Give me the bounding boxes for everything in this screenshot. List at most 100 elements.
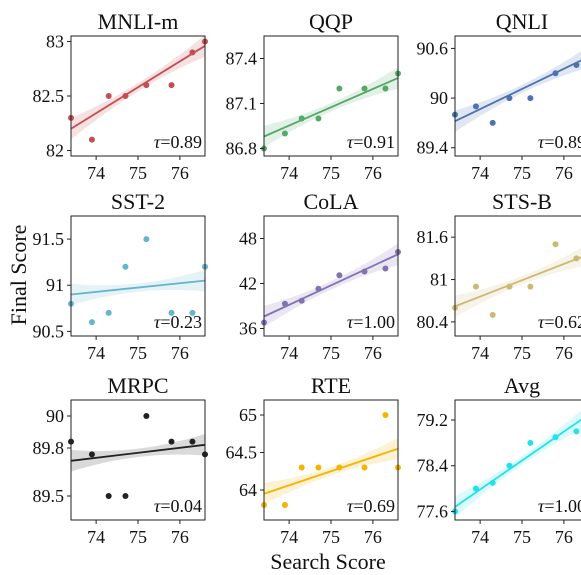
tau-symbol: τ — [538, 312, 545, 332]
data-point — [506, 283, 513, 290]
data-point — [506, 95, 513, 102]
y-tick-label: 90.6 — [417, 38, 449, 58]
y-tick-label: 64.5 — [226, 443, 258, 463]
y-tick-label: 80.4 — [417, 312, 449, 332]
regression-line — [70, 279, 206, 296]
x-tick-label: 74 — [280, 163, 298, 183]
panel-title: SST-2 — [111, 189, 165, 214]
panel-cola: CoLA 36 42 48 74 75 76 τ=1.00 — [239, 189, 401, 363]
x-tick-label: 75 — [129, 343, 147, 363]
data-point — [105, 93, 112, 99]
x-tick-label: 74 — [280, 343, 298, 363]
panel-title: STS-B — [492, 189, 552, 214]
data-point — [122, 93, 129, 99]
data-point — [472, 283, 479, 290]
y-axis-label: Final Score — [6, 225, 31, 326]
tau-annotation: τ=0.04 — [154, 496, 202, 516]
x-tick-label: 74 — [471, 163, 489, 183]
x-tick-label: 76 — [364, 527, 382, 547]
data-point — [489, 119, 496, 126]
x-tick-label: 75 — [513, 163, 531, 183]
data-point — [88, 319, 95, 326]
panel-title: RTE — [311, 373, 351, 398]
x-tick-label: 75 — [513, 343, 531, 363]
x-tick-label: 74 — [280, 527, 298, 547]
data-point — [122, 263, 129, 270]
data-point — [315, 464, 322, 471]
tau-value: =0.89 — [160, 132, 202, 152]
y-tick-label: 82 — [46, 141, 64, 161]
x-tick-label: 75 — [513, 527, 531, 547]
data-point — [336, 85, 343, 92]
data-point — [143, 82, 150, 89]
data-point — [281, 130, 288, 137]
tau-value: =0.04 — [160, 496, 202, 516]
panel-sts-b: STS-B 80.4 81 81.6 74 75 76 τ=0.62 — [417, 189, 581, 363]
regression-line — [263, 447, 399, 495]
data-point — [573, 61, 580, 68]
y-tick-label: 89.8 — [33, 438, 65, 458]
data-point — [527, 95, 534, 102]
tau-symbol: τ — [154, 312, 161, 332]
y-tick-label: 77.6 — [417, 501, 449, 521]
data-point — [472, 485, 479, 492]
data-point — [298, 297, 305, 304]
x-tick-label: 76 — [555, 343, 573, 363]
tau-annotation: τ=0.89 — [538, 132, 581, 152]
x-tick-label: 76 — [555, 163, 573, 183]
data-point — [361, 85, 368, 92]
data-point — [336, 272, 343, 279]
regression-line — [454, 418, 581, 508]
x-tick-label: 76 — [555, 527, 573, 547]
y-tick-label: 42 — [239, 274, 257, 294]
regression-line — [454, 59, 581, 123]
x-tick-label: 74 — [87, 527, 105, 547]
x-tick-label: 74 — [87, 343, 105, 363]
tau-symbol: τ — [154, 132, 161, 152]
data-point — [552, 434, 559, 441]
y-tick-label: 64 — [239, 480, 257, 500]
x-tick-label: 76 — [171, 163, 189, 183]
data-point — [105, 493, 112, 499]
y-tick-label: 81 — [430, 270, 448, 290]
tau-annotation: τ=1.00 — [347, 312, 395, 332]
data-point — [382, 265, 389, 272]
data-point — [527, 439, 534, 446]
data-point — [382, 412, 389, 418]
tau-value: =0.62 — [544, 312, 581, 332]
regression-line — [263, 77, 399, 138]
x-tick-label: 74 — [471, 343, 489, 363]
tau-symbol: τ — [347, 312, 354, 332]
x-tick-label: 76 — [171, 527, 189, 547]
tau-value: =0.69 — [353, 496, 395, 516]
y-tick-label: 86.8 — [226, 139, 258, 159]
x-tick-label: 75 — [129, 527, 147, 547]
data-point — [281, 502, 288, 508]
panel-title: MNLI-m — [98, 9, 179, 34]
tau-symbol: τ — [347, 132, 354, 152]
data-point — [315, 285, 322, 292]
x-axis-label: Search Score — [270, 549, 385, 574]
x-tick-label: 74 — [471, 527, 489, 547]
data-point — [88, 136, 95, 143]
panel-mnli-m: MNLI-m 82 82.5 83 74 75 76 τ=0.89 — [33, 9, 208, 183]
data-point — [489, 311, 496, 318]
y-tick-label: 90.5 — [33, 321, 65, 341]
data-point — [527, 283, 534, 290]
panel-mrpc: MRPC 89.5 89.8 90 74 75 76 τ=0.04 — [33, 373, 208, 547]
tau-value: =1.00 — [353, 312, 395, 332]
panel-title: QNLI — [496, 9, 549, 34]
x-tick-label: 75 — [322, 343, 340, 363]
data-point — [189, 49, 196, 56]
y-tick-label: 48 — [239, 229, 257, 249]
data-point — [168, 438, 175, 445]
x-tick-label: 75 — [322, 527, 340, 547]
y-tick-label: 81.6 — [417, 227, 449, 247]
data-point — [88, 451, 95, 458]
data-point — [382, 85, 389, 92]
x-tick-label: 75 — [322, 163, 340, 183]
y-tick-label: 87.1 — [226, 94, 258, 114]
y-tick-label: 87.4 — [226, 49, 258, 69]
